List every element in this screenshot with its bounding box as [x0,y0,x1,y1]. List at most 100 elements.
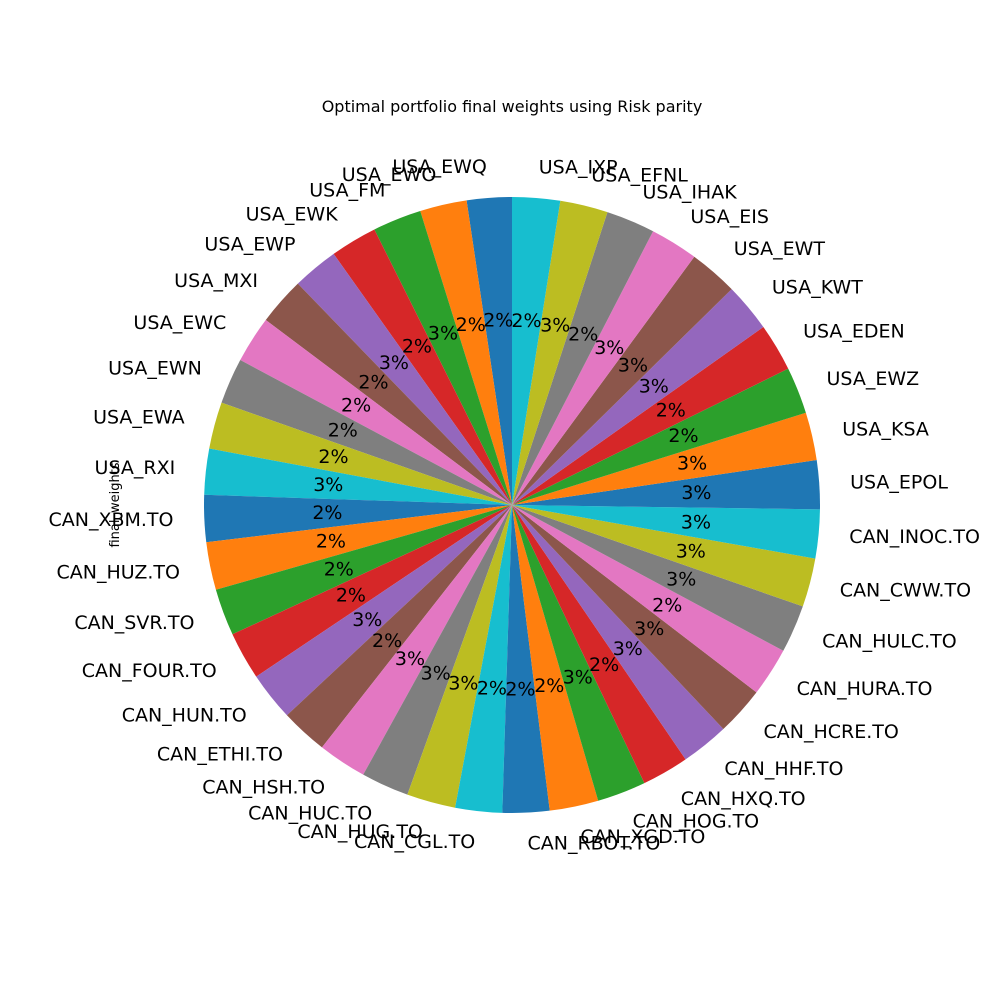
slice-category-label: USA_IHAK [643,181,738,203]
pie-slice [512,505,816,607]
pie-slice [333,229,512,505]
pie-slices [204,197,821,814]
slice-percent-label: 2% [477,678,507,700]
pie-slice [512,505,599,811]
pie-slice [363,505,512,795]
slice-category-label: CAN_XGD.TO [580,826,705,848]
slice-percent-label: 3% [395,648,425,670]
pie-slice [221,360,512,505]
pie-slice [204,448,513,505]
pie-slice [502,505,550,814]
slice-category-label: CAN_HSH.TO [202,777,325,799]
slice-percent-label: 3% [639,376,669,398]
slice-category-label: CAN_HOG.TO [633,811,760,833]
pie-slice [407,505,512,808]
slice-category-label: USA_RXI [95,457,176,479]
slice-percent-label: 2% [316,531,346,553]
slice-category-label: CAN_HUG.TO [297,821,423,843]
slice-percent-label: 2% [505,679,535,701]
pie-slice [215,505,512,635]
slice-category-label: CAN_XBM.TO [48,509,173,531]
slice-percent-label: 3% [666,568,696,590]
slice-percent-label: 3% [594,337,624,359]
slice-percent-label: 3% [677,453,707,475]
pie-slice [240,319,513,505]
pie-slice [374,210,512,506]
slice-percent-label: 3% [448,672,478,694]
pie-slice [512,256,732,505]
pie-slice [209,402,512,505]
slice-category-label: USA_EIS [690,206,769,228]
slice-category-label: USA_IXP [539,156,618,178]
slice-percent-label: 2% [568,324,598,346]
slice-percent-label: 2% [652,594,682,616]
pie-slice [512,460,821,510]
slice-category-label: CAN_ETHI.TO [157,744,283,766]
slice-category-label: USA_EWZ [827,368,920,390]
pie-slice [512,505,757,730]
slice-category-label: USA_EDEN [803,321,905,343]
pie-slice [512,412,817,505]
pie-slice [256,505,512,716]
slice-percent-label: 3% [352,609,382,631]
chart-title: Optimal portfolio final weights using Ri… [322,97,703,116]
slice-percent-label: 3% [563,667,593,689]
slice-category-label: CAN_CWW.TO [840,580,971,602]
pie-slice [512,505,686,784]
slice-percent-label: 3% [313,474,343,496]
slice-percent-label: 2% [341,395,371,417]
slice-percent-label: 3% [421,662,451,684]
slice-category-label: CAN_HXQ.TO [681,788,806,810]
pie-slice [286,505,512,748]
pie-slice [512,505,784,693]
pie-slice [512,368,806,505]
slice-percent-label: 2% [534,675,564,697]
slice-category-label: USA_EPOL [850,472,948,494]
pie-slice [512,505,803,651]
slice-category-label: CAN_HUC.TO [248,803,372,825]
pie-slice [512,231,695,505]
slice-category-label: CAN_FOUR.TO [82,660,217,682]
slice-percent-label: 2% [328,420,358,442]
pie-slice [512,505,820,559]
slice-category-label: USA_KSA [842,418,929,440]
slice-category-label: USA_EWO [342,164,437,186]
slice-category-label: CAN_RBOT.TO [528,832,661,854]
pie-slice [512,200,608,505]
slice-percent-label: 2% [656,399,686,421]
pie-slice [466,197,512,505]
pie-slice [420,200,512,505]
slice-percent-label: 2% [668,425,698,447]
slice-percent-label: 3% [681,482,711,504]
pie-slice [206,505,512,590]
slice-percent-label: 3% [618,354,648,376]
slice-percent-label: 3% [613,638,643,660]
slice-category-label: CAN_HUN.TO [122,705,247,727]
slice-category-label: CAN_HURA.TO [797,678,933,700]
pie-slice [512,505,645,801]
slice-percent-label: 3% [379,352,409,374]
slice-percent-label: 3% [634,618,664,640]
pie-slice [512,197,561,505]
slice-percent-label: 3% [428,323,458,345]
slice-percent-label: 3% [676,541,706,563]
slice-percent-label: 2% [318,446,348,468]
pie-slice [512,505,724,760]
slice-category-label: USA_FM [309,180,385,202]
slice-category-label: USA_KWT [772,277,863,299]
slice-percent-label: 3% [540,314,570,336]
slice-category-label: CAN_HHF.TO [724,758,843,780]
slice-category-label: USA_EFNL [591,165,688,187]
slice-percent-label: 2% [312,502,342,524]
slice-percent-label: 2% [402,336,432,358]
slice-category-label: CAN_HULC.TO [822,630,957,652]
slice-category-label: USA_EWA [93,406,185,428]
pie-slice [321,505,512,775]
pie-slice [512,327,789,505]
slice-category-label: USA_EWP [204,233,295,255]
slice-category-label: USA_EWT [734,238,826,260]
slice-category-label: CAN_CGL.TO [354,831,475,853]
slice-category-label: USA_EWK [246,204,339,226]
pie-slice [455,505,512,813]
